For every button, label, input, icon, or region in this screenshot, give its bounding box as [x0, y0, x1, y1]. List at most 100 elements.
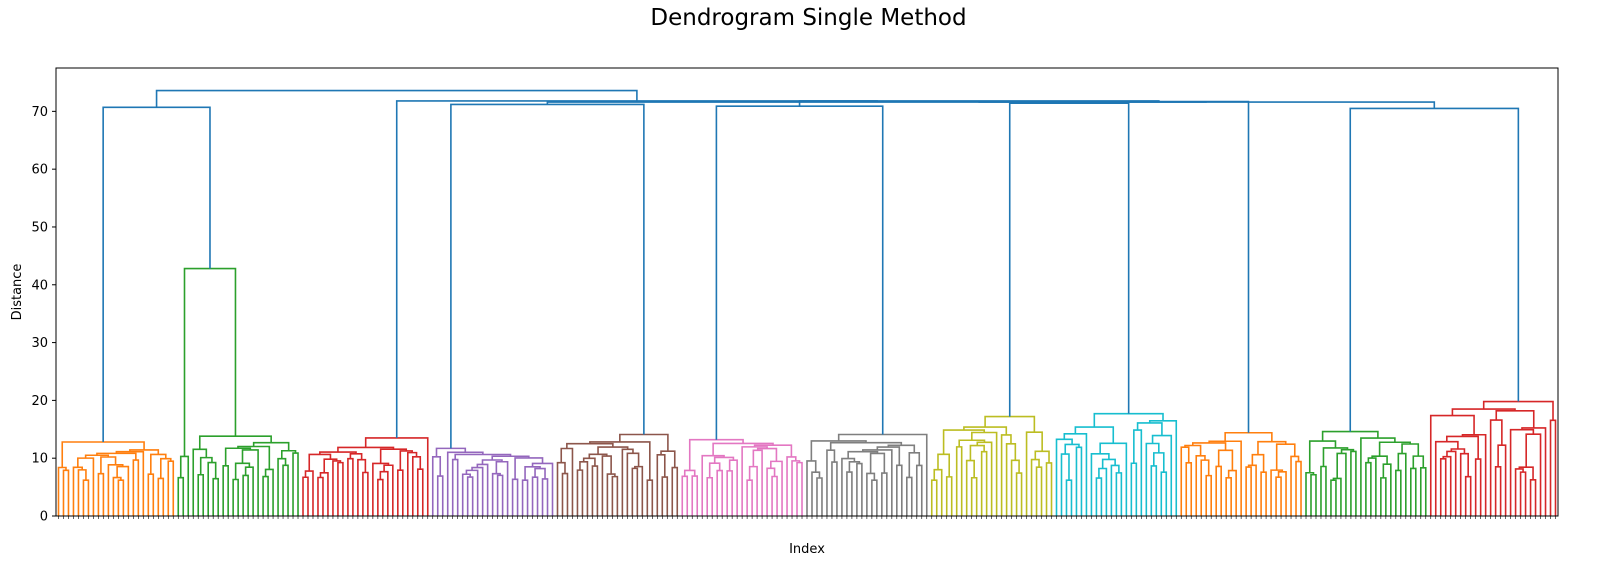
dendrogram-link: [308, 453, 332, 472]
dendrogram-link: [726, 470, 733, 516]
dendrogram-link: [212, 477, 219, 516]
dendrogram-link: [1010, 459, 1020, 516]
dendrogram-links: [57, 89, 1557, 516]
dendrogram-link: [232, 478, 239, 516]
dendrogram-link: [671, 466, 679, 516]
dendrogram-link: [771, 475, 778, 516]
dendrogram-upper-link: [450, 103, 645, 449]
dendrogram-link: [1365, 461, 1372, 516]
dendrogram-link: [1055, 438, 1073, 516]
dendrogram-link: [597, 446, 629, 455]
dendrogram-link: [1136, 422, 1163, 436]
y-tick-label: 60: [31, 163, 48, 178]
dendrogram-link: [556, 461, 566, 516]
dendrogram-link: [242, 474, 249, 516]
dendrogram-link: [77, 469, 87, 516]
dendrogram-link: [1257, 440, 1287, 455]
dendrogram-link: [1180, 446, 1190, 516]
dendrogram-link: [1035, 466, 1043, 516]
dendrogram-link: [82, 479, 90, 516]
dendrogram-link: [1497, 444, 1507, 516]
dendrogram-upper-link: [546, 101, 1207, 105]
dendrogram-upper-link: [155, 89, 638, 108]
dendrogram-link: [357, 458, 367, 516]
dendrogram-link: [1215, 465, 1222, 516]
dendrogram-link: [1063, 433, 1088, 516]
dendrogram-link: [107, 463, 124, 516]
dendrogram-link: [701, 454, 725, 516]
dendrogram-link: [197, 473, 205, 516]
dendrogram-link: [1065, 479, 1073, 516]
dendrogram-link: [399, 450, 413, 471]
y-tick-label: 10: [31, 452, 48, 467]
dendrogram-link: [656, 454, 666, 516]
dendrogram-link: [62, 469, 70, 516]
dendrogram-link: [1191, 442, 1227, 451]
dendrogram-link: [1464, 475, 1472, 516]
dendrogram-link: [262, 475, 269, 516]
dendrogram-link: [132, 459, 140, 516]
dendrogram-link: [1332, 477, 1342, 516]
dendrogram-link: [937, 453, 951, 477]
dendrogram-link: [1322, 447, 1349, 467]
dendrogram-link: [179, 455, 190, 516]
dendrogram-link: [1529, 478, 1537, 516]
dendrogram-link: [61, 441, 145, 468]
dendrogram-link: [766, 467, 776, 516]
dendrogram-link: [377, 478, 384, 516]
dendrogram-link: [1412, 455, 1425, 469]
dendrogram-link: [1397, 452, 1407, 516]
dendrogram-link: [411, 456, 422, 516]
dendrogram-link: [582, 457, 596, 467]
dendrogram-link: [1030, 458, 1040, 516]
dendrogram-link: [362, 471, 369, 516]
chart-title: Dendrogram Single Method: [650, 5, 967, 31]
dendrogram-link: [1015, 472, 1023, 516]
dendrogram-link: [965, 459, 975, 516]
dendrogram-link: [1495, 409, 1535, 428]
dendrogram-link: [244, 466, 254, 516]
y-tick-label: 40: [31, 278, 48, 293]
dendrogram-link: [416, 468, 424, 516]
dendrogram-link: [871, 479, 878, 516]
dendrogram-link: [634, 465, 644, 516]
dendrogram-link: [1380, 477, 1387, 516]
dendrogram-link: [1336, 452, 1347, 516]
dendrogram-link: [713, 456, 735, 464]
dendrogram-link: [337, 461, 344, 516]
dendrogram-link: [1518, 466, 1534, 480]
dendrogram-link: [159, 457, 172, 479]
dendrogram-upper-link: [1068, 100, 1250, 433]
dendrogram-link: [846, 471, 853, 516]
dendrogram-link: [1034, 450, 1050, 463]
dendrogram-link: [756, 447, 778, 462]
dendrogram-link: [631, 467, 639, 516]
dendrogram-link: [1350, 450, 1357, 516]
dendrogram-link: [1320, 465, 1327, 516]
y-tick-label: 0: [40, 510, 48, 525]
dendrogram-link: [1489, 419, 1503, 516]
dendrogram-link: [1130, 462, 1138, 516]
dendrogram-link: [611, 475, 619, 516]
dendrogram-link: [277, 457, 287, 516]
dendrogram-link: [1184, 444, 1202, 456]
dendrogram-link: [476, 463, 489, 516]
dendrogram-link: [1382, 463, 1392, 516]
dendrogram-link: [1060, 453, 1070, 516]
dendrogram-link: [1185, 462, 1193, 516]
dendrogram-link: [1093, 412, 1164, 428]
dendrogram-link: [831, 461, 838, 516]
dendrogram-link: [147, 473, 155, 516]
dendrogram-link: [282, 464, 289, 516]
dendrogram-link: [1064, 443, 1080, 455]
dendrogram-link: [1090, 452, 1110, 516]
y-axis-label: Distance: [10, 264, 25, 321]
dendrogram-link: [234, 462, 251, 480]
dendrogram-link: [192, 448, 208, 516]
dendrogram-link: [1290, 455, 1300, 516]
dendrogram-link: [1245, 466, 1252, 516]
dendrogram-upper-link: [1008, 102, 1130, 417]
dendrogram-link: [1150, 465, 1158, 516]
dendrogram-link: [1045, 462, 1053, 516]
